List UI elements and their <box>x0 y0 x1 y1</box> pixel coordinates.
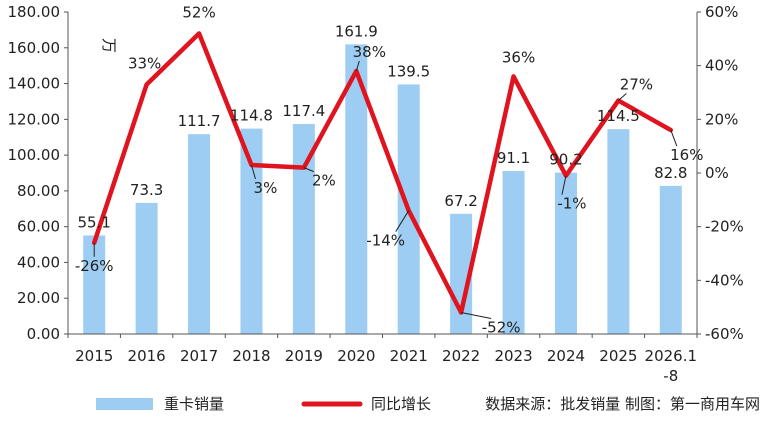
growth-line <box>91 31 674 315</box>
growth-label-leader <box>670 129 678 147</box>
bar-value-label: 55.1 <box>78 213 111 231</box>
growth-value-label: 52% <box>182 3 215 21</box>
bar-2024 <box>554 172 577 334</box>
bar-value-label: 82.8 <box>654 164 687 182</box>
x-tick-label-2020: 2020 <box>337 347 375 365</box>
bar-value-label: 161.9 <box>335 22 378 40</box>
bar-2023 <box>502 171 525 334</box>
growth-value-label: 33% <box>128 54 161 72</box>
bar-2025 <box>607 129 630 334</box>
x-tick-label-2023: 2023 <box>494 347 532 365</box>
bar-2018 <box>240 128 263 334</box>
growth-value-label: 16% <box>670 146 703 164</box>
right-tick-label: 60% <box>705 3 738 21</box>
bar-value-label: 91.1 <box>497 149 530 167</box>
bar-value-label: 67.2 <box>444 192 477 210</box>
x-tick-label-2016: 2016 <box>128 347 166 365</box>
growth-label-leader <box>303 167 315 173</box>
left-tick-label: 100.00 <box>8 146 61 164</box>
x-tick-label-2017: 2017 <box>180 347 218 365</box>
growth-value-label: -26% <box>75 257 114 275</box>
right-tick-label: -40% <box>705 271 744 289</box>
bar-2026.1-8 <box>659 185 682 334</box>
x-tick-label-2021: 2021 <box>390 347 428 365</box>
bar-2016 <box>135 202 158 334</box>
bar-value-label: 114.5 <box>597 107 640 125</box>
growth-value-label: -1% <box>557 195 586 213</box>
growth-label-leader <box>395 210 410 232</box>
line-layer <box>91 31 674 315</box>
x-tick-label-2019: 2019 <box>285 347 323 365</box>
left-tick-label: 160.00 <box>8 39 61 57</box>
right-tick-label: -20% <box>705 218 744 236</box>
growth-label-leader <box>355 60 360 72</box>
x-tick-label-2022: 2022 <box>442 347 480 365</box>
right-tick-label: -60% <box>705 325 744 343</box>
bar-value-label: 111.7 <box>178 112 221 130</box>
left-tick-label: 20.00 <box>17 289 60 307</box>
x-tick-label-2024: 2024 <box>547 347 585 365</box>
growth-value-label: 36% <box>502 48 535 66</box>
bar-value-label: 114.8 <box>230 107 273 125</box>
left-tick-label: 80.00 <box>17 182 60 200</box>
growth-value-label: 3% <box>254 179 278 197</box>
bar-value-label: 73.3 <box>130 181 163 199</box>
source-note: 数据来源：批发销量 制图：第一商用车网 <box>485 395 760 413</box>
growth-value-label: 27% <box>620 76 653 94</box>
x-tick-label-2015: 2015 <box>75 347 113 365</box>
x-tick-label-2026.1-8: 2026.1 <box>645 347 698 365</box>
legend-label-bar: 重卡销量 <box>164 395 224 413</box>
left-tick-label: 120.00 <box>8 110 61 128</box>
right-tick-label: 0% <box>705 164 729 182</box>
growth-label-leader <box>561 175 567 195</box>
x-tick-label-2026.1-8: -8 <box>663 367 678 385</box>
left-tick-label: 0.00 <box>27 325 60 343</box>
growth-value-label: 2% <box>312 172 336 190</box>
bar-2019 <box>292 123 315 335</box>
bar-2015 <box>83 235 106 334</box>
growth-label-leader <box>461 312 492 320</box>
legend-label-line: 同比增长 <box>371 395 431 413</box>
x-tick-label-2025: 2025 <box>599 347 637 365</box>
bar-value-label: 139.5 <box>387 62 430 80</box>
left-tick-label: 40.00 <box>17 253 60 271</box>
left-tick-label: 180.00 <box>8 3 61 21</box>
right-tick-label: 40% <box>705 57 738 75</box>
left-axis-unit-label: 万 <box>100 38 118 53</box>
legend: 重卡销量 同比增长 数据来源：批发销量 制图：第一商用车网 <box>96 395 760 413</box>
bars-layer <box>83 44 682 335</box>
labels-layer: 55.1 73.3 111.7 114.8 117.4 161.9 139.5 67.2 91.… <box>75 3 704 336</box>
growth-label-leader <box>618 93 627 101</box>
growth-value-label: 38% <box>353 43 386 61</box>
growth-label-leader <box>250 164 256 180</box>
bar-2020 <box>345 44 368 335</box>
growth-value-label: -52% <box>482 319 521 337</box>
growth-value-label: -14% <box>366 232 405 250</box>
bar-2017 <box>188 134 211 334</box>
left-tick-label: 60.00 <box>17 218 60 236</box>
axes-layer: 0.00 20.00 40.00 60.00 80.00 100.00 120.00 140.… <box>8 3 744 385</box>
left-tick-label: 140.00 <box>8 75 61 93</box>
right-tick-label: 20% <box>705 110 738 128</box>
bar-value-label: 90.2 <box>549 151 582 169</box>
bar-value-label: 117.4 <box>282 102 325 120</box>
x-tick-label-2018: 2018 <box>232 347 270 365</box>
legend-swatch-bar <box>96 398 153 410</box>
